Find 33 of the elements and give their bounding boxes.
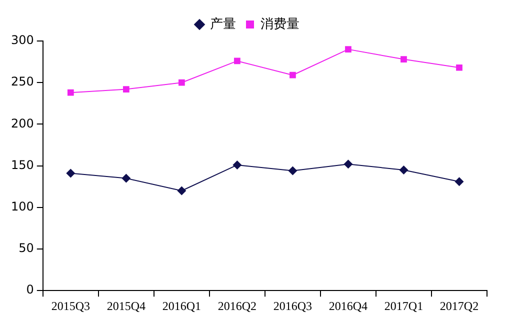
x-tick-label: 2016Q3 [273,298,312,313]
x-tick-label: 2016Q1 [162,298,202,313]
x-tick-label: 2016Q2 [218,298,257,313]
x-tick-label: 2017Q2 [440,298,479,313]
point [399,165,408,174]
point [178,79,185,86]
x-tick-label: 2015Q3 [51,298,90,313]
point [66,168,76,178]
point [177,186,186,196]
legend-label: 消费量 [260,16,300,32]
y-tick-label: 50 [18,241,34,256]
y-tick-label: 250 [11,74,34,89]
y-tick-label: 100 [11,200,34,214]
y-tick-label: 200 [11,116,34,130]
y-tick-label: 300 [11,33,34,48]
x-tick-label: 2016Q4 [328,298,368,313]
point [344,160,353,169]
legend-label: 产量 [210,16,236,32]
point [122,86,130,92]
x-tick-label: 2017Q1 [384,298,424,313]
point [288,166,298,176]
point [454,177,464,186]
point [345,46,352,52]
y-tick-label: 0 [26,282,34,297]
point [122,174,131,183]
point [234,58,240,64]
point [400,56,407,62]
y-tick-label: 150 [11,158,34,172]
point [67,89,74,96]
point [290,72,296,78]
point [232,160,242,170]
x-tick-label: 2015Q4 [106,298,146,313]
point [456,64,462,71]
